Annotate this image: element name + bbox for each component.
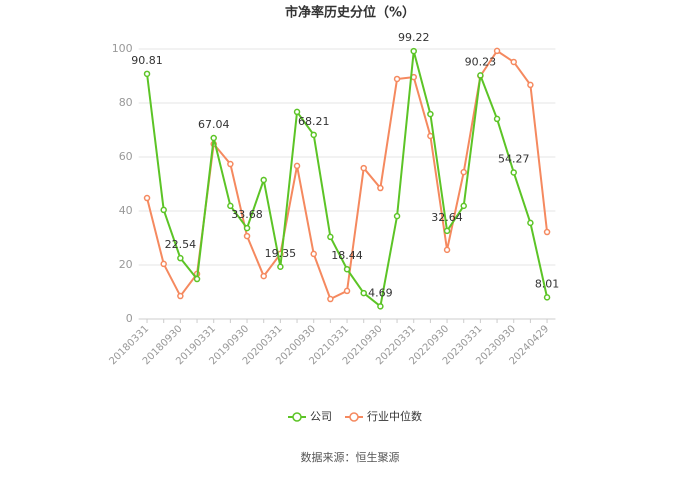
data-label: 18.44 [331, 249, 363, 262]
data-point [177, 254, 184, 262]
data-point [460, 168, 467, 176]
data-point [427, 132, 434, 140]
data-point [260, 176, 267, 184]
data-point [343, 287, 351, 295]
data-point [177, 292, 184, 300]
data-point [143, 70, 151, 78]
data-point [443, 227, 451, 235]
y-tick-label: 80 [119, 96, 133, 109]
data-point [393, 75, 401, 83]
data-point [243, 232, 251, 240]
data-point [243, 224, 251, 232]
data-label: 90.23 [465, 55, 497, 68]
data-label: 4.69 [368, 286, 393, 299]
data-label: 33.68 [231, 208, 263, 221]
data-point [310, 131, 317, 139]
data-label: 99.22 [398, 31, 430, 44]
data-point [343, 265, 351, 273]
data-point [360, 164, 367, 172]
legend-label: 公司 [310, 410, 332, 423]
data-point [227, 160, 234, 168]
data-point [427, 110, 434, 118]
source: 数据来源：恒生聚源 [301, 450, 400, 464]
data-point [210, 134, 217, 142]
y-tick-label: 40 [119, 204, 133, 217]
data-point [277, 263, 284, 271]
legend-marker [292, 412, 302, 422]
data-label: 67.04 [198, 118, 230, 131]
data-label: 68.21 [298, 115, 330, 128]
data-point [493, 47, 501, 55]
data-point [377, 184, 384, 192]
data-point [327, 233, 334, 241]
data-label: 90.81 [131, 54, 163, 67]
data-label: 22.54 [165, 238, 197, 251]
data-point [293, 162, 301, 170]
data-point [310, 250, 317, 258]
data-point [460, 202, 467, 210]
data-point [510, 58, 517, 66]
chart-title: 市净率历史分位（%） [285, 5, 415, 21]
data-point [527, 219, 534, 227]
data-point [160, 260, 167, 268]
data-point [543, 228, 551, 236]
data-point [493, 115, 501, 123]
data-point [377, 303, 384, 310]
data-point [527, 81, 534, 89]
data-point [410, 47, 417, 55]
data-label: 32.64 [431, 211, 463, 224]
y-tick-label: 20 [119, 258, 133, 271]
data-point [393, 212, 401, 220]
y-tick-label: 60 [119, 150, 133, 163]
data-label: 8.01 [535, 277, 560, 290]
data-point [443, 246, 451, 254]
data-point [543, 294, 551, 301]
data-point [477, 72, 484, 79]
data-point [327, 295, 334, 303]
data-point [193, 275, 201, 283]
y-tick-label: 0 [126, 312, 133, 325]
y-tick-label: 100 [112, 42, 133, 55]
data-point [160, 206, 167, 214]
legend-marker [349, 412, 359, 422]
data-point [360, 289, 367, 297]
data-point [510, 169, 517, 176]
legend-label: 行业中位数 [367, 409, 422, 423]
data-point [293, 108, 301, 116]
data-point [260, 272, 267, 280]
data-point [227, 202, 234, 210]
data-label: 54.27 [498, 152, 530, 165]
data-point [143, 194, 151, 202]
data-label: 19.35 [265, 247, 297, 260]
